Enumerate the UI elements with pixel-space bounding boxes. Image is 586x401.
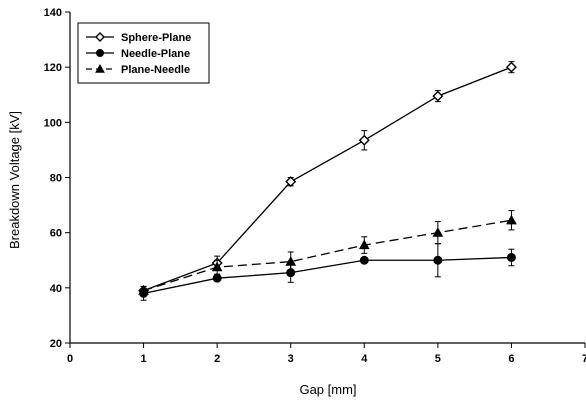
legend-label: Needle-Plane bbox=[121, 48, 190, 60]
data-point bbox=[285, 176, 297, 188]
y-tick-label: 20 bbox=[50, 338, 62, 350]
x-tick-label: 7 bbox=[582, 353, 586, 365]
data-point bbox=[358, 134, 370, 146]
x-tick-label: 6 bbox=[508, 353, 514, 365]
y-tick-label: 80 bbox=[50, 173, 62, 185]
data-point bbox=[506, 214, 517, 225]
data-point bbox=[212, 273, 222, 283]
y-tick-label: 140 bbox=[44, 7, 62, 19]
y-tick-label: 60 bbox=[50, 228, 62, 240]
x-tick-label: 0 bbox=[67, 353, 73, 365]
data-point bbox=[211, 261, 223, 272]
series-needle-plane bbox=[139, 243, 516, 301]
legend-label: Sphere-Plane bbox=[121, 32, 191, 44]
data-point bbox=[505, 61, 517, 73]
plot-area bbox=[138, 61, 517, 301]
series-plane-needle bbox=[138, 210, 517, 296]
legend-marker bbox=[95, 63, 105, 73]
legend-marker bbox=[96, 49, 104, 57]
series-line bbox=[143, 256, 512, 294]
y-axis-label: Breakdown Voltage [kV] bbox=[7, 111, 22, 249]
y-tick-label: 40 bbox=[50, 283, 62, 295]
series-line bbox=[143, 66, 512, 292]
y-tick-label: 120 bbox=[44, 62, 62, 74]
data-point bbox=[285, 256, 297, 266]
axes: 0 1 2 3 4 5 6 7 20 40 60 80 100 120 140 bbox=[44, 7, 586, 365]
data-point bbox=[432, 90, 444, 102]
x-tick-label: 3 bbox=[288, 353, 294, 365]
data-point bbox=[358, 239, 370, 250]
data-point bbox=[359, 255, 369, 265]
data-point bbox=[433, 255, 443, 265]
legend: Sphere-Plane Needle-Plane Plane-Needle bbox=[77, 22, 210, 84]
y-tick-label: 100 bbox=[44, 117, 62, 129]
legend-label: Plane-Needle bbox=[121, 64, 190, 76]
x-tick-label: 4 bbox=[361, 353, 368, 365]
x-tick-label: 1 bbox=[141, 353, 147, 365]
x-tick-label: 2 bbox=[214, 353, 220, 365]
x-tick-label: 5 bbox=[435, 353, 441, 365]
data-point bbox=[506, 252, 516, 262]
data-point bbox=[432, 227, 444, 237]
legend-marker bbox=[95, 32, 105, 42]
x-axis-label: Gap [mm] bbox=[299, 382, 356, 397]
data-point bbox=[138, 285, 149, 295]
series-line bbox=[143, 219, 512, 292]
